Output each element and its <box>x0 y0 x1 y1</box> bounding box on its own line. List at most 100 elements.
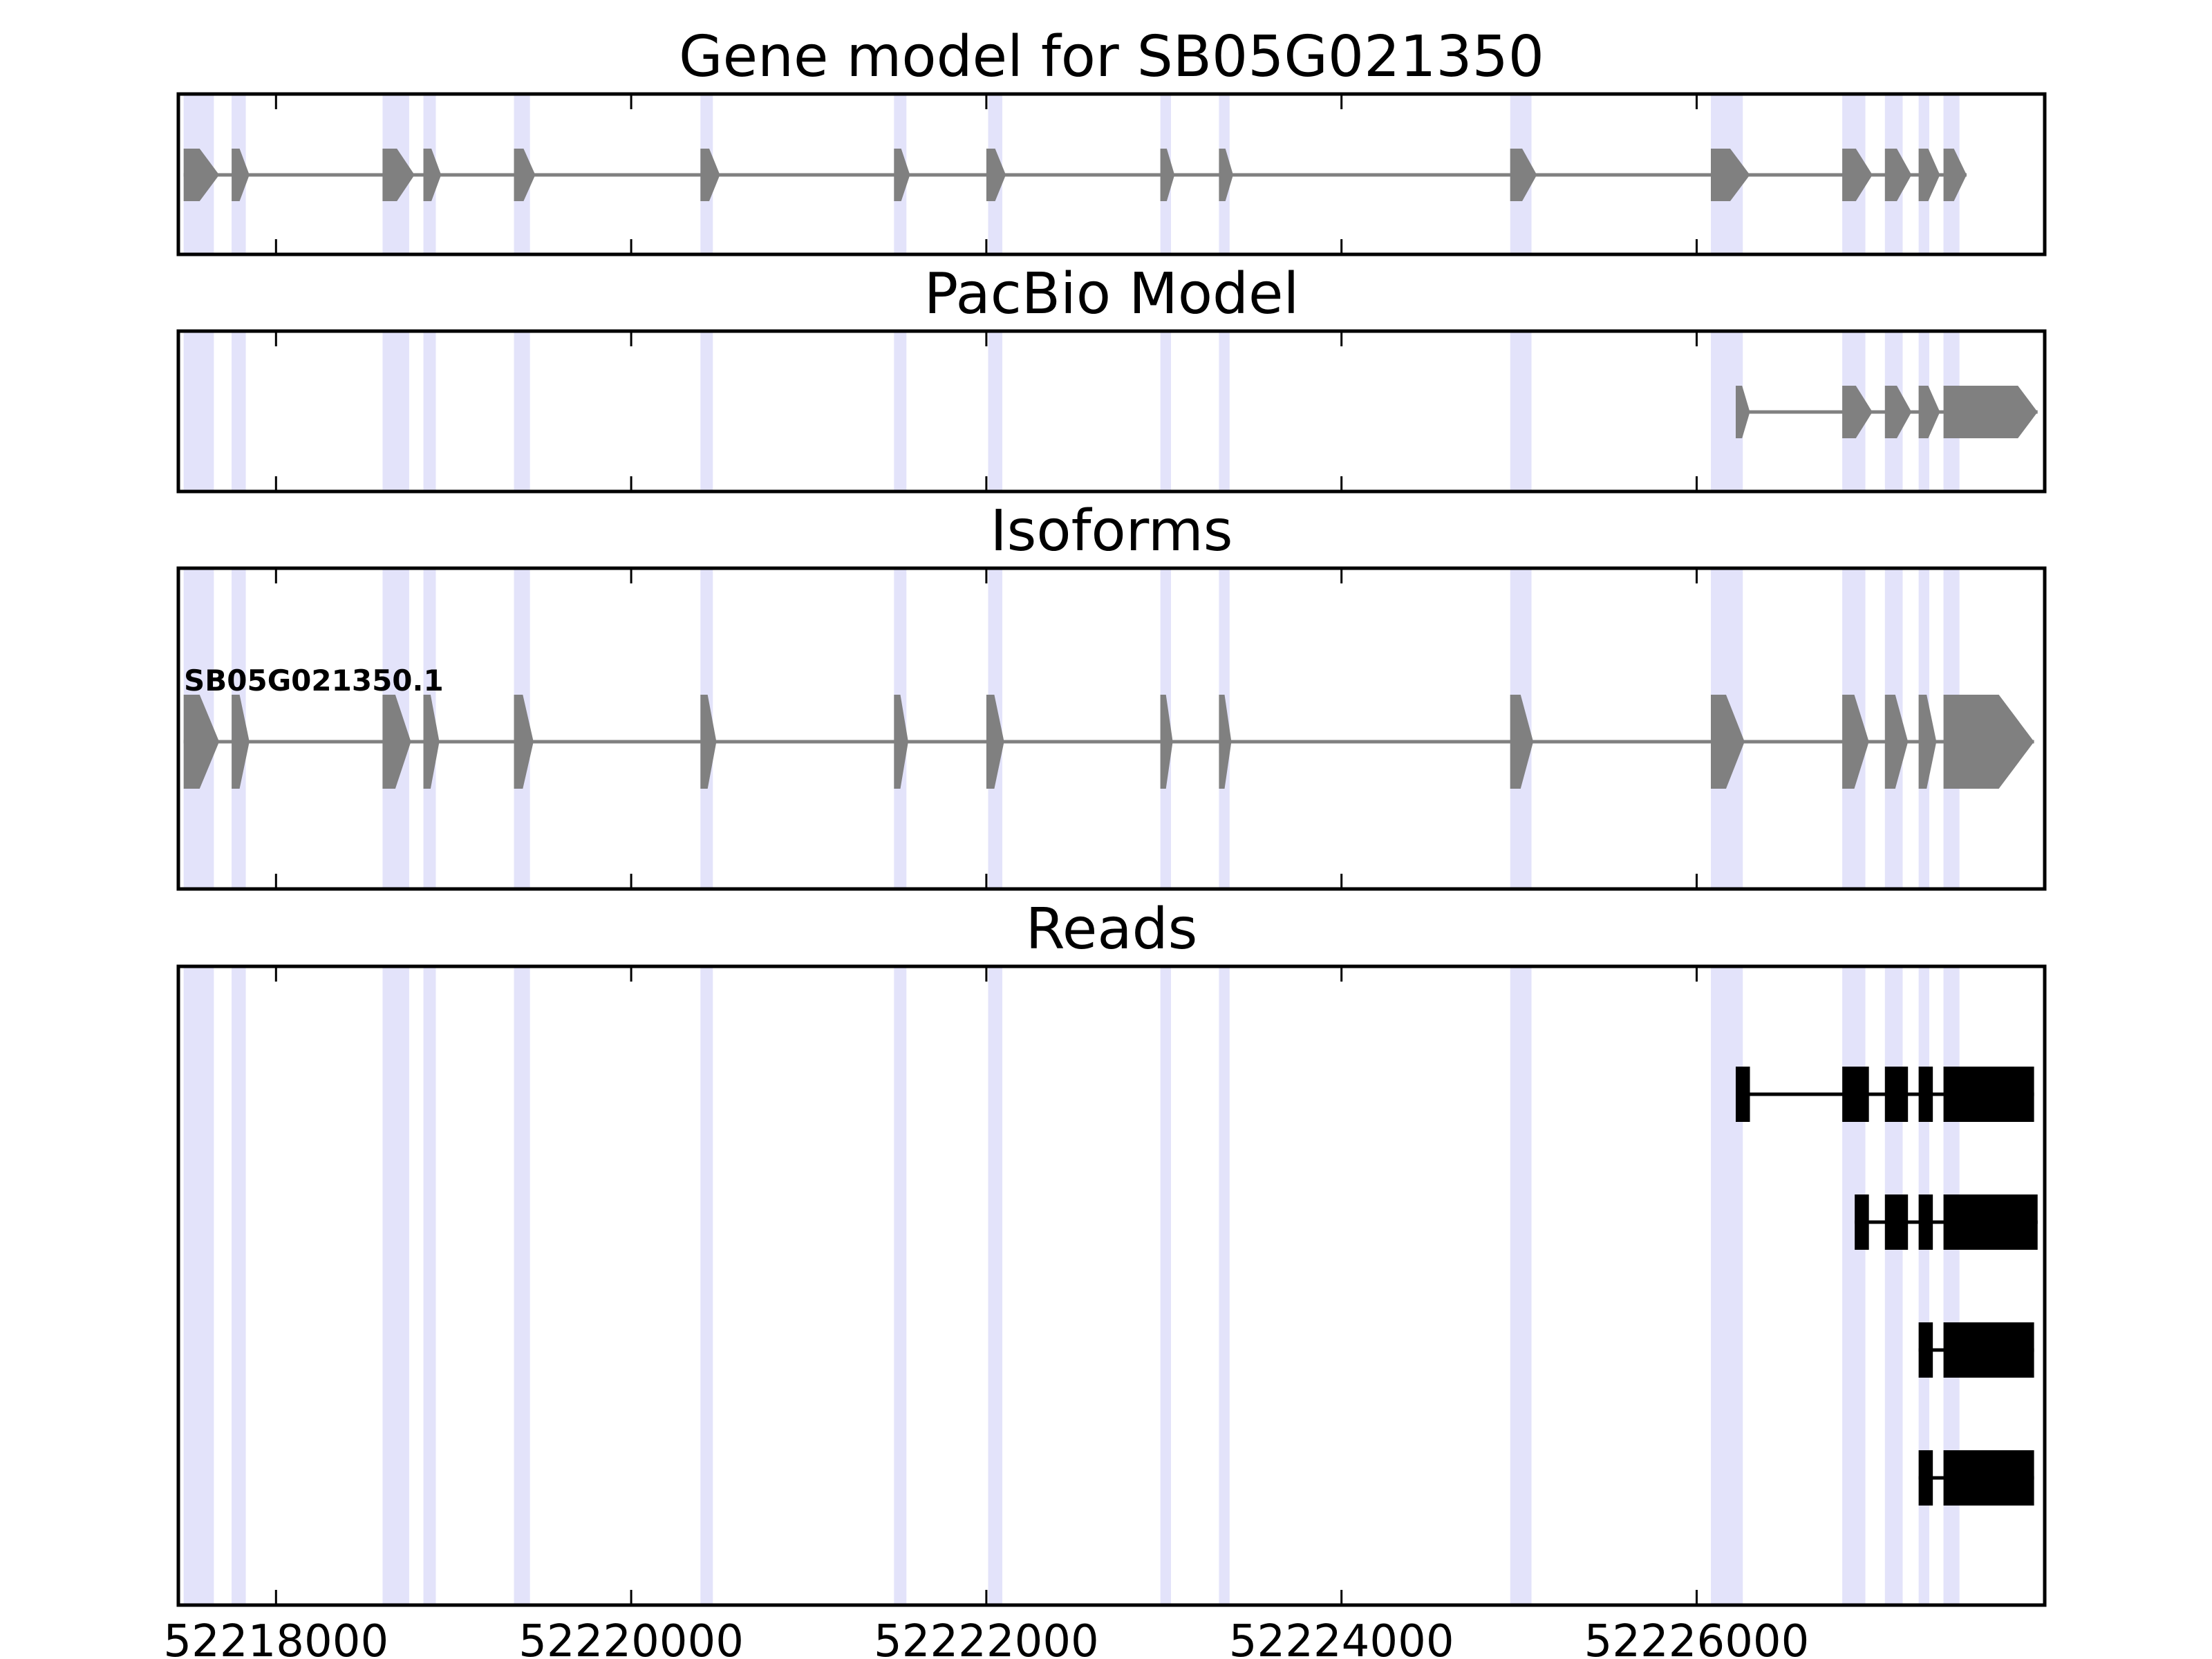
read-exon-block <box>1943 1067 2034 1122</box>
exon-highlight-band <box>382 331 409 491</box>
exon-highlight-band <box>1160 966 1172 1605</box>
panel-title: Gene model for SB05G021350 <box>679 24 1544 90</box>
track-4 <box>1918 1450 2034 1506</box>
exon-arrow <box>1943 149 1967 201</box>
panel-frame <box>176 92 2047 256</box>
panel-title: Isoforms <box>991 498 1233 564</box>
exon-arrow <box>382 695 411 789</box>
exon-arrow <box>1918 386 1940 438</box>
read-exon-block <box>1918 1450 1933 1506</box>
exon-arrow <box>1884 386 1912 438</box>
exon-highlight-band <box>894 331 907 491</box>
exon-highlight-band <box>232 966 246 1605</box>
exon-arrow <box>1943 695 2034 789</box>
track-1 <box>183 149 1967 201</box>
exon-arrow <box>382 149 415 201</box>
exon-highlight-band <box>1510 331 1532 491</box>
exon-arrow <box>1918 695 1937 789</box>
exon-arrow <box>514 149 536 201</box>
exon-arrow <box>1842 386 1873 438</box>
x-tick-label: 52220000 <box>518 1616 744 1659</box>
exon-arrow <box>700 695 717 789</box>
read-exon-block <box>1884 1194 1909 1250</box>
exon-arrow <box>232 149 250 201</box>
exon-highlight-band <box>988 966 1003 1605</box>
exon-arrow <box>1842 695 1869 789</box>
exon-highlight-band <box>1219 966 1230 1605</box>
exon-highlight-band <box>1510 966 1532 1605</box>
read-exon-block <box>1735 1067 1750 1122</box>
panel-frame <box>176 964 2047 1607</box>
panels-layer: Gene model for SB05G021350 PacBio Model Is… <box>176 24 2047 1607</box>
exon-arrow <box>1160 695 1173 789</box>
panel-1: Gene model for SB05G021350 <box>176 24 2047 256</box>
exon-arrow <box>1918 149 1940 201</box>
exon-highlight-band <box>514 966 530 1605</box>
track-1 <box>1735 1067 2034 1122</box>
x-tick-label: 52226000 <box>1584 1616 1810 1659</box>
exon-highlight-band <box>1943 966 1960 1605</box>
read-exon-block <box>1918 1194 1933 1250</box>
read-exon-block <box>1943 1450 2034 1506</box>
read-exon-block <box>1842 1067 1869 1122</box>
exon-arrow <box>514 695 534 789</box>
exon-highlight-band <box>423 966 436 1605</box>
exon-highlight-band <box>232 331 246 491</box>
track-2 <box>1855 1194 2038 1250</box>
exon-arrow <box>1943 386 2038 438</box>
exon-highlight-band <box>1711 966 1743 1605</box>
exon-arrow <box>1510 149 1537 201</box>
x-axis: 52218000 52220000 52222000 52224000 52226000 <box>163 1616 1809 1659</box>
exon-highlight-band <box>700 966 713 1605</box>
exon-arrow <box>1510 695 1534 789</box>
read-exon-block <box>1918 1067 1933 1122</box>
exon-arrow <box>1842 149 1873 201</box>
exon-highlight-band <box>1219 331 1230 491</box>
panel-frame <box>176 329 2047 494</box>
exon-highlight-band <box>423 331 436 491</box>
exon-arrow <box>183 695 220 789</box>
read-exon-block <box>1943 1194 2038 1250</box>
exon-highlight-band <box>382 966 409 1605</box>
exon-highlight-band <box>1842 966 1866 1605</box>
exon-arrow <box>1711 149 1750 201</box>
exon-arrow <box>423 695 440 789</box>
exon-arrow <box>1736 386 1750 438</box>
x-tick-label: 52224000 <box>1229 1616 1454 1659</box>
exon-arrow <box>986 695 1004 789</box>
track-3 <box>1918 1322 2034 1378</box>
panel-2: PacBio Model <box>176 261 2047 494</box>
read-exon-block <box>1855 1194 1869 1250</box>
read-exon-block <box>1943 1322 2034 1378</box>
exon-highlight-band <box>894 966 907 1605</box>
exon-arrow <box>700 149 720 201</box>
exon-arrow <box>1884 149 1912 201</box>
panel-4: Reads <box>176 897 2047 1607</box>
isoform-label: SB05G021350.1 <box>184 664 444 697</box>
exon-highlight-band <box>183 966 214 1605</box>
exon-highlight-band <box>514 331 530 491</box>
x-tick-label: 52218000 <box>163 1616 388 1659</box>
x-tick-label: 52222000 <box>874 1616 1099 1659</box>
exon-arrow <box>423 149 442 201</box>
exon-highlight-band <box>1160 331 1172 491</box>
exon-arrow <box>183 149 220 201</box>
exon-arrow <box>1711 695 1745 789</box>
exon-arrow <box>986 149 1006 201</box>
exon-highlight-band <box>988 331 1003 491</box>
exon-arrow <box>894 149 910 201</box>
panel-frame <box>176 566 2047 891</box>
panel-title: Reads <box>1026 897 1198 962</box>
exon-arrow <box>894 695 908 789</box>
exon-highlight-band <box>700 331 713 491</box>
exon-arrow <box>232 695 250 789</box>
exon-arrow <box>1884 695 1909 789</box>
read-exon-block <box>1884 1067 1909 1122</box>
read-exon-block <box>1918 1322 1933 1378</box>
track-1 <box>1735 386 2038 438</box>
panel-3: Isoforms SB05G021350.1 <box>176 498 2047 891</box>
exon-arrow <box>1219 695 1232 789</box>
exon-highlight-band <box>1884 966 1903 1605</box>
track-1: SB05G021350.1 <box>183 664 2034 789</box>
